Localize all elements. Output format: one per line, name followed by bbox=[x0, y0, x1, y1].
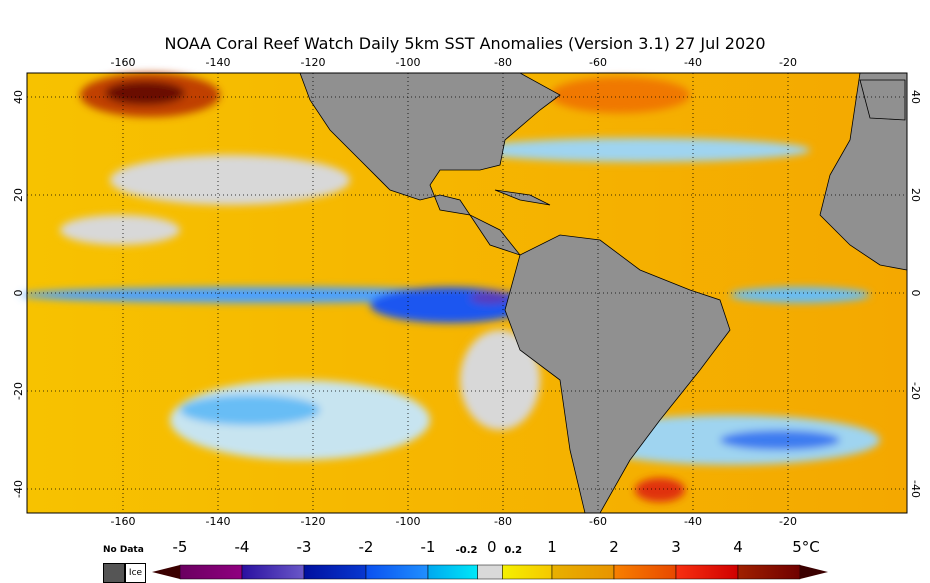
colorbar-label: 1 bbox=[547, 538, 557, 556]
map-frame bbox=[26, 72, 908, 514]
lon-tick-bottom: -100 bbox=[396, 515, 421, 528]
cuba bbox=[494, 189, 551, 206]
colorbar-small-label: 0.2 bbox=[504, 545, 523, 556]
lon-tick-bottom: -60 bbox=[589, 515, 607, 528]
no-data-swatch bbox=[103, 563, 125, 583]
colorbar-label: 5°C bbox=[792, 538, 820, 556]
colorbar-label: 2 bbox=[609, 538, 619, 556]
colorbar-label: -5 bbox=[172, 538, 188, 556]
colorbar bbox=[152, 564, 828, 580]
lat-tick-left: 0 bbox=[12, 290, 25, 297]
greenland-europe bbox=[859, 79, 906, 121]
lat-tick-left: 20 bbox=[12, 188, 25, 202]
colorbar-swatch bbox=[737, 564, 801, 580]
ice-swatch: Ice bbox=[125, 563, 146, 583]
south-america bbox=[504, 234, 731, 514]
colorbar-swatch bbox=[427, 564, 478, 580]
colorbar-label: -1 bbox=[420, 538, 436, 556]
lat-tick-right: 40 bbox=[909, 90, 922, 104]
lat-tick-right: -40 bbox=[909, 480, 922, 498]
lon-tick-top: -80 bbox=[494, 56, 512, 69]
colorbar-swatch bbox=[241, 564, 305, 580]
colorbar-label: -3 bbox=[296, 538, 312, 556]
colorbar-swatch bbox=[303, 564, 367, 580]
lon-tick-top: -120 bbox=[301, 56, 326, 69]
colorbar-high-arrow bbox=[800, 565, 828, 579]
colorbar-label: 4 bbox=[733, 538, 743, 556]
lon-tick-bottom: -80 bbox=[494, 515, 512, 528]
north-america bbox=[299, 72, 561, 256]
colorbar-label: 3 bbox=[671, 538, 681, 556]
colorbar-low-arrow bbox=[152, 565, 180, 579]
map-title: NOAA Coral Reef Watch Daily 5km SST Anom… bbox=[164, 34, 766, 53]
colorbar-swatch bbox=[551, 564, 615, 580]
colorbar-label: -4 bbox=[234, 538, 250, 556]
colorbar-swatch bbox=[675, 564, 739, 580]
lon-tick-bottom: -120 bbox=[301, 515, 326, 528]
lat-tick-left: 40 bbox=[12, 90, 25, 104]
colorbar-swatch bbox=[477, 564, 503, 580]
lat-tick-right: -20 bbox=[909, 382, 922, 400]
lon-tick-bottom: -140 bbox=[206, 515, 231, 528]
lat-tick-left: -40 bbox=[12, 480, 25, 498]
colorbar-small-label: -0.2 bbox=[455, 545, 478, 556]
colorbar-swatch bbox=[502, 564, 553, 580]
lon-tick-top: -140 bbox=[206, 56, 231, 69]
lat-tick-left: -20 bbox=[12, 382, 25, 400]
colorbar-swatch bbox=[613, 564, 677, 580]
colorbar-swatch bbox=[365, 564, 429, 580]
lon-tick-top: -160 bbox=[111, 56, 136, 69]
graticule bbox=[27, 73, 907, 513]
lat-tick-right: 0 bbox=[909, 290, 922, 297]
colorbar-swatch bbox=[179, 564, 243, 580]
lon-tick-top: -20 bbox=[779, 56, 797, 69]
lat-tick-right: 20 bbox=[909, 188, 922, 202]
colorbar-small-label: 0 bbox=[487, 538, 497, 556]
lon-tick-top: -100 bbox=[396, 56, 421, 69]
land-masses bbox=[299, 72, 908, 514]
lon-tick-bottom: -160 bbox=[111, 515, 136, 528]
colorbar-label: -2 bbox=[358, 538, 374, 556]
anomaly-patches bbox=[20, 73, 880, 502]
lon-tick-bottom: -40 bbox=[684, 515, 702, 528]
lon-tick-top: -40 bbox=[684, 56, 702, 69]
lon-tick-top: -60 bbox=[589, 56, 607, 69]
lon-tick-bottom: -20 bbox=[779, 515, 797, 528]
no-data-label: No Data bbox=[103, 545, 144, 555]
